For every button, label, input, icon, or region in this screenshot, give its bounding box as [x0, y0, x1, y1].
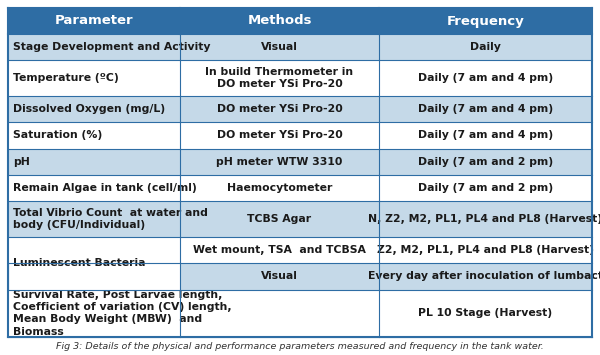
Bar — [8, 201, 592, 237]
Text: In build Thermometer in
DO meter YSi Pro-20: In build Thermometer in DO meter YSi Pro… — [205, 67, 353, 89]
Bar — [8, 122, 592, 149]
Text: Visual: Visual — [261, 272, 298, 282]
Text: Daily (7 am and 2 pm): Daily (7 am and 2 pm) — [418, 183, 553, 193]
Text: Frequency: Frequency — [446, 15, 524, 27]
Text: N, Z2, M2, PL1, PL4 and PL8 (Harvest): N, Z2, M2, PL1, PL4 and PL8 (Harvest) — [368, 214, 600, 224]
Text: Saturation (%): Saturation (%) — [13, 130, 102, 141]
Text: Daily (7 am and 4 pm): Daily (7 am and 4 pm) — [418, 130, 553, 141]
Bar — [8, 60, 592, 96]
Bar — [8, 175, 592, 201]
Text: Wet mount, TSA  and TCBSA: Wet mount, TSA and TCBSA — [193, 245, 366, 255]
Text: Methods: Methods — [247, 15, 312, 27]
Text: DO meter YSi Pro-20: DO meter YSi Pro-20 — [217, 130, 343, 141]
Text: Luminescent Bacteria: Luminescent Bacteria — [13, 258, 146, 268]
Bar — [8, 290, 592, 337]
Bar — [8, 263, 180, 290]
Text: TCBS Agar: TCBS Agar — [247, 214, 311, 224]
Text: Daily (7 am and 4 pm): Daily (7 am and 4 pm) — [418, 104, 553, 114]
Bar — [8, 149, 592, 175]
Text: pH meter WTW 3310: pH meter WTW 3310 — [217, 157, 343, 167]
Text: Total Vibrio Count  at water and
body (CFU/Individual): Total Vibrio Count at water and body (CF… — [13, 208, 208, 230]
Text: Survival Rate, Post Larvae length,
Coefficient of variation (CV) length,
Mean Bo: Survival Rate, Post Larvae length, Coeff… — [13, 290, 232, 337]
Text: pH: pH — [13, 157, 30, 167]
Text: Dissolved Oxygen (mg/L): Dissolved Oxygen (mg/L) — [13, 104, 165, 114]
Text: Remain Algae in tank (cell/ml): Remain Algae in tank (cell/ml) — [13, 183, 197, 193]
Text: Visual: Visual — [261, 42, 298, 52]
Bar — [8, 263, 592, 290]
Text: Parameter: Parameter — [55, 15, 133, 27]
Text: DO meter YSi Pro-20: DO meter YSi Pro-20 — [217, 104, 343, 114]
Text: Z2, M2, PL1, PL4 and PL8 (Harvest): Z2, M2, PL1, PL4 and PL8 (Harvest) — [377, 245, 594, 255]
Bar — [8, 96, 592, 122]
Bar — [8, 34, 592, 60]
Text: Fig 3: Details of the physical and performance parameters measured and frequency: Fig 3: Details of the physical and perfo… — [56, 342, 544, 351]
Text: Haemocytometer: Haemocytometer — [227, 183, 332, 193]
Text: Stage Development and Activity: Stage Development and Activity — [13, 42, 211, 52]
Text: Daily (7 am and 2 pm): Daily (7 am and 2 pm) — [418, 157, 553, 167]
Text: Every day after inoculation of lumbact: Every day after inoculation of lumbact — [368, 272, 600, 282]
Text: Daily (7 am and 4 pm): Daily (7 am and 4 pm) — [418, 73, 553, 83]
Bar — [8, 8, 592, 34]
Text: PL 10 Stage (Harvest): PL 10 Stage (Harvest) — [418, 308, 553, 318]
Bar — [8, 237, 592, 263]
Text: Temperature (ºC): Temperature (ºC) — [13, 73, 119, 83]
Text: Daily: Daily — [470, 42, 501, 52]
